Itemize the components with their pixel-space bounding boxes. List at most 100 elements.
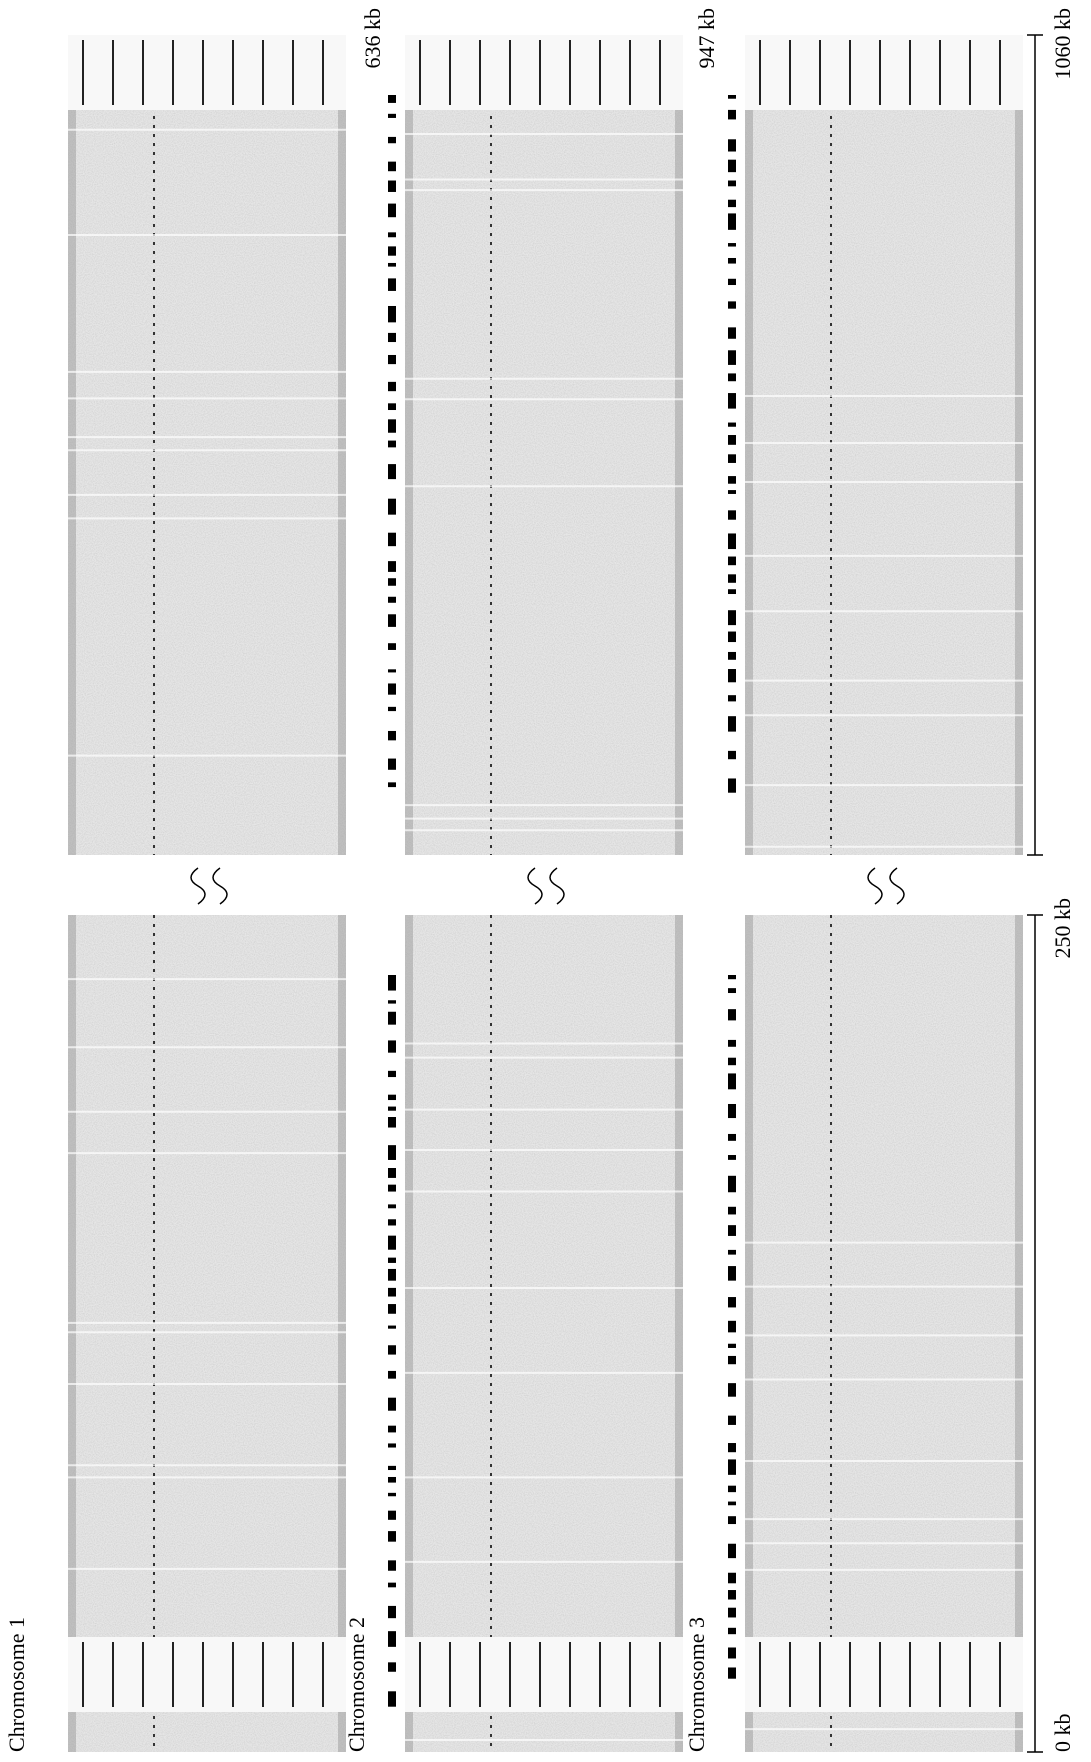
end-label: 1060 kb — [1050, 8, 1075, 80]
track-bar — [728, 490, 736, 494]
track-bar — [388, 1268, 396, 1281]
image-texture — [745, 915, 1023, 1752]
track-bar — [388, 113, 396, 118]
track-bar — [728, 1355, 736, 1365]
track-bar — [388, 232, 396, 238]
break-mark — [867, 867, 883, 905]
track-bar — [388, 1168, 396, 1178]
track-bar — [728, 1415, 736, 1425]
track-bar — [728, 1039, 736, 1047]
track-bar — [728, 393, 736, 409]
track-bar — [388, 262, 396, 267]
track-bar — [728, 778, 736, 793]
break-mark — [549, 867, 565, 905]
track-bar — [728, 1320, 736, 1333]
track-bar — [388, 758, 396, 770]
track-bar — [388, 643, 396, 650]
track-bar — [388, 614, 396, 627]
track-bar — [728, 975, 736, 980]
track-bar — [388, 1465, 396, 1471]
track-bar — [728, 1266, 736, 1281]
track-bar — [388, 332, 396, 343]
break-mark — [212, 867, 228, 905]
track-bar — [388, 1370, 396, 1379]
track-bar — [728, 257, 736, 264]
image-texture — [745, 35, 1023, 855]
track-bar — [728, 716, 736, 732]
track-bar — [388, 1204, 396, 1209]
chromosome-label: Chromosome 2 — [344, 1617, 369, 1752]
track-bar — [388, 161, 396, 172]
image-texture — [68, 35, 346, 855]
track-bar — [388, 1531, 396, 1542]
track-bar — [728, 435, 736, 445]
end-block — [745, 35, 1023, 110]
track-bar — [728, 1249, 736, 1255]
track-bar — [728, 454, 736, 463]
break-mark — [527, 867, 543, 905]
track-bar — [388, 730, 396, 741]
track-bar — [388, 464, 396, 480]
track-bar — [728, 1459, 736, 1475]
track-bar — [388, 975, 396, 991]
track-bar — [388, 1492, 396, 1497]
chromosome-label: Chromosome 1 — [4, 1617, 29, 1752]
track-bar — [388, 1000, 396, 1004]
track-bar — [728, 476, 736, 484]
track-bar — [388, 683, 396, 695]
track-bar — [388, 498, 396, 515]
track-bar — [728, 1590, 736, 1600]
track-bar — [388, 136, 396, 144]
panel-edge — [338, 915, 346, 1752]
track-bar — [388, 246, 396, 256]
track-bar — [728, 988, 736, 994]
panel-edge — [675, 35, 683, 855]
track-bar — [728, 139, 736, 152]
break-mark — [190, 867, 206, 905]
track-bar — [388, 532, 396, 547]
track-bar — [728, 1225, 736, 1236]
track-bar — [728, 631, 736, 643]
panel-edge — [405, 35, 413, 855]
track-bar — [388, 180, 396, 192]
track-bar — [728, 510, 736, 520]
track-bar — [388, 1117, 396, 1128]
track-bar — [728, 301, 736, 309]
track-bar — [388, 440, 396, 448]
track-bar — [728, 159, 736, 173]
track-bar — [388, 1425, 396, 1433]
panel-edge — [68, 35, 76, 855]
panel-edge — [1015, 35, 1023, 855]
end-block — [405, 1637, 683, 1712]
track-bar — [728, 695, 736, 702]
track-bar — [728, 1155, 736, 1160]
end-block — [68, 1637, 346, 1712]
track-bar — [388, 1145, 396, 1160]
track-bar — [388, 278, 396, 291]
image-texture — [405, 915, 683, 1752]
track-bar — [728, 1667, 736, 1679]
track-bar — [388, 1476, 396, 1483]
track-bar — [728, 422, 736, 427]
track-bar — [388, 1582, 396, 1588]
track-bar — [388, 1345, 396, 1355]
track-bar — [728, 750, 736, 760]
panel-edge — [675, 915, 683, 1752]
track-bar — [388, 669, 396, 673]
track-bar — [388, 1691, 396, 1707]
track-bar — [728, 350, 736, 365]
end-block — [405, 35, 683, 110]
track-bar — [388, 354, 396, 365]
track-bar — [388, 381, 396, 392]
track-bar — [728, 1647, 736, 1659]
track-bar — [728, 1443, 736, 1453]
track-bar — [728, 109, 736, 120]
track-bar — [388, 596, 396, 603]
track-bar — [728, 373, 736, 382]
track-bar — [728, 1543, 736, 1559]
track-bar — [728, 1175, 736, 1193]
track-bar — [388, 782, 396, 788]
track-bar — [388, 1235, 396, 1250]
